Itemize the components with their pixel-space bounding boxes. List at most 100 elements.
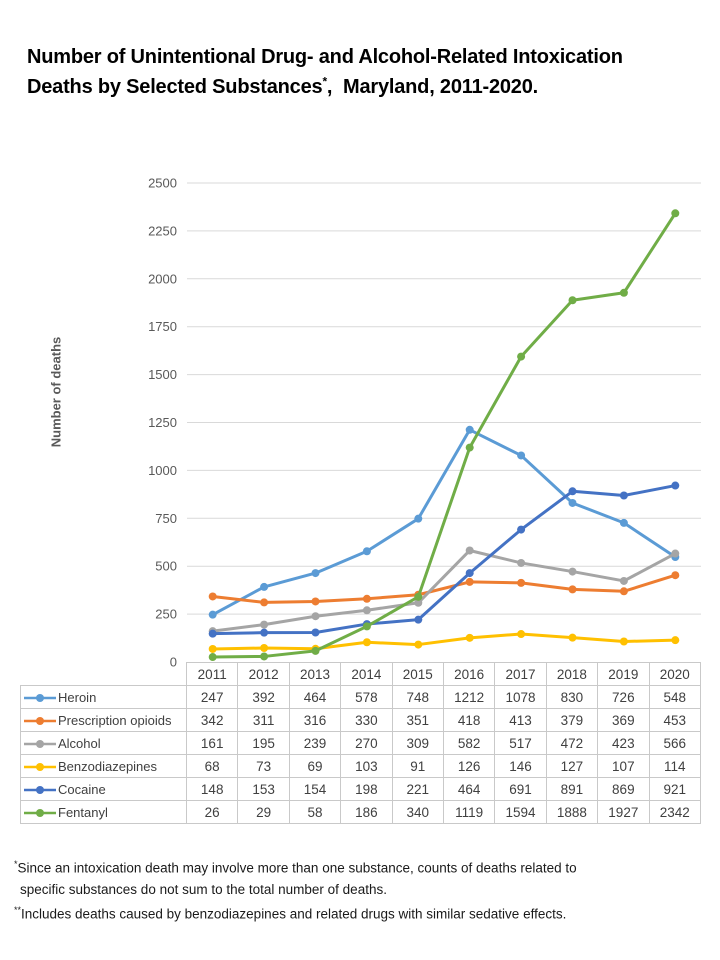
- data-point-prescription-opioids: [619, 587, 628, 596]
- value-cell: 379: [545, 708, 599, 732]
- year-header-cell: 2012: [237, 662, 290, 686]
- data-point-prescription-opioids: [362, 594, 371, 603]
- value-cell: 392: [237, 685, 290, 709]
- data-point-fentanyl: [311, 646, 320, 655]
- value-cell: 146: [494, 754, 547, 778]
- value-cell: 342: [185, 708, 239, 732]
- legend-key-icon: [24, 763, 56, 772]
- legend-key-icon: [24, 740, 56, 749]
- data-point-prescription-opioids: [465, 577, 474, 586]
- data-point-alcohol: [568, 567, 577, 576]
- y-tick-label: 1500: [148, 367, 177, 382]
- value-cell: 73: [237, 754, 290, 778]
- value-cell: 68: [185, 754, 239, 778]
- data-point-alcohol: [465, 546, 474, 555]
- data-point-heroin: [362, 547, 371, 556]
- value-cell: 413: [494, 708, 547, 732]
- data-point-heroin: [465, 425, 474, 434]
- data-point-heroin: [208, 610, 217, 619]
- data-point-heroin: [260, 582, 269, 591]
- footnote-2-asterisk: **: [14, 904, 22, 915]
- legend-key-icon: [24, 809, 56, 818]
- value-cell: 517: [494, 731, 547, 755]
- value-cell: 1078: [494, 685, 547, 709]
- legend-label: Alcohol: [58, 735, 101, 751]
- chart-title: Number of Unintentional Drug- and Alcoho…: [27, 42, 712, 102]
- value-cell: 91: [391, 754, 444, 778]
- legend-key-icon: [24, 786, 56, 795]
- legend-item-alcohol: Alcohol: [20, 731, 187, 755]
- table-corner-cell: [20, 662, 187, 686]
- data-point-alcohol: [671, 549, 680, 558]
- year-header-cell: 2016: [442, 662, 496, 686]
- value-cell: 126: [442, 754, 496, 778]
- data-point-prescription-opioids: [517, 578, 526, 587]
- data-point-cocaine: [414, 615, 423, 624]
- data-point-cocaine: [465, 569, 474, 578]
- value-cell: 69: [288, 754, 342, 778]
- series-line-benzodiazepines: [212, 632, 676, 651]
- legend-label: Fentanyl: [58, 804, 108, 820]
- data-point-benzodiazepines: [208, 644, 217, 653]
- value-cell: 198: [340, 777, 393, 801]
- value-cell: 748: [391, 685, 444, 709]
- value-cell: 1119: [442, 800, 496, 824]
- y-tick-label: 500: [155, 559, 177, 574]
- legend-item-heroin: Heroin: [20, 685, 187, 709]
- data-point-fentanyl: [568, 296, 577, 305]
- value-cell: 26: [185, 800, 239, 824]
- footnote-2: **Includes deaths caused by benzodiazepi…: [14, 904, 567, 922]
- year-header-cell: 2014: [340, 662, 393, 686]
- value-cell: 270: [340, 731, 393, 755]
- value-cell: 1927: [597, 800, 650, 824]
- data-point-cocaine: [208, 629, 217, 638]
- value-cell: 103: [340, 754, 393, 778]
- value-cell: 869: [597, 777, 650, 801]
- data-point-alcohol: [517, 558, 526, 567]
- y-tick-label: 2000: [148, 271, 177, 286]
- data-point-benzodiazepines: [362, 638, 371, 647]
- data-point-fentanyl: [362, 622, 371, 631]
- data-point-fentanyl: [260, 652, 269, 661]
- value-cell: 221: [391, 777, 444, 801]
- y-tick-label: 0: [170, 655, 177, 670]
- data-point-fentanyl: [517, 352, 526, 361]
- legend-label: Benzodiazepines: [58, 758, 158, 774]
- value-cell: 548: [648, 685, 702, 709]
- data-point-alcohol: [260, 620, 269, 629]
- value-cell: 1594: [494, 800, 547, 824]
- value-cell: 418: [442, 708, 496, 732]
- data-point-cocaine: [568, 487, 577, 496]
- y-tick-label: 2500: [148, 176, 177, 191]
- table-row-heroin: Heroin 247 392 464 578 748 1212 1078 830 726 548: [20, 685, 702, 709]
- data-table: 2011 2012 2013 2014 2015 2016 2017 2018 2019 2020…: [20, 662, 702, 824]
- data-point-heroin: [414, 514, 423, 523]
- data-point-heroin: [517, 451, 526, 460]
- value-cell: 161: [185, 731, 239, 755]
- value-cell: 239: [288, 731, 342, 755]
- table-row-cocaine: Cocaine 148 153 154 198 221 464 691 891 869 921: [20, 777, 702, 801]
- value-cell: 114: [648, 754, 702, 778]
- legend-label: Cocaine: [58, 781, 106, 797]
- data-point-cocaine: [517, 525, 526, 534]
- value-cell: 921: [648, 777, 702, 801]
- value-cell: 2342: [648, 800, 702, 824]
- table-row-fentanyl: Fentanyl 26 29 58 186 340 1119 1594 1888 1927 2342: [20, 800, 702, 824]
- value-cell: 1888: [545, 800, 599, 824]
- table-row-prescription-opioids: Prescription opioids 342 311 316 330 351 418 41…: [20, 708, 702, 732]
- data-point-alcohol: [619, 576, 628, 585]
- year-header-cell: 2015: [391, 662, 444, 686]
- data-point-prescription-opioids: [671, 571, 680, 580]
- title-line2: Deaths by Selected Substances: [27, 76, 323, 98]
- value-cell: 582: [442, 731, 496, 755]
- value-cell: 464: [288, 685, 342, 709]
- data-point-cocaine: [671, 481, 680, 490]
- data-point-cocaine: [311, 628, 320, 637]
- data-point-benzodiazepines: [517, 630, 526, 639]
- value-cell: 566: [648, 731, 702, 755]
- data-point-benzodiazepines: [260, 644, 269, 653]
- y-tick-label: 1750: [148, 319, 177, 334]
- y-tick-label: 750: [155, 511, 177, 526]
- title-line2-end: , Maryland, 2011-2020.: [326, 76, 539, 98]
